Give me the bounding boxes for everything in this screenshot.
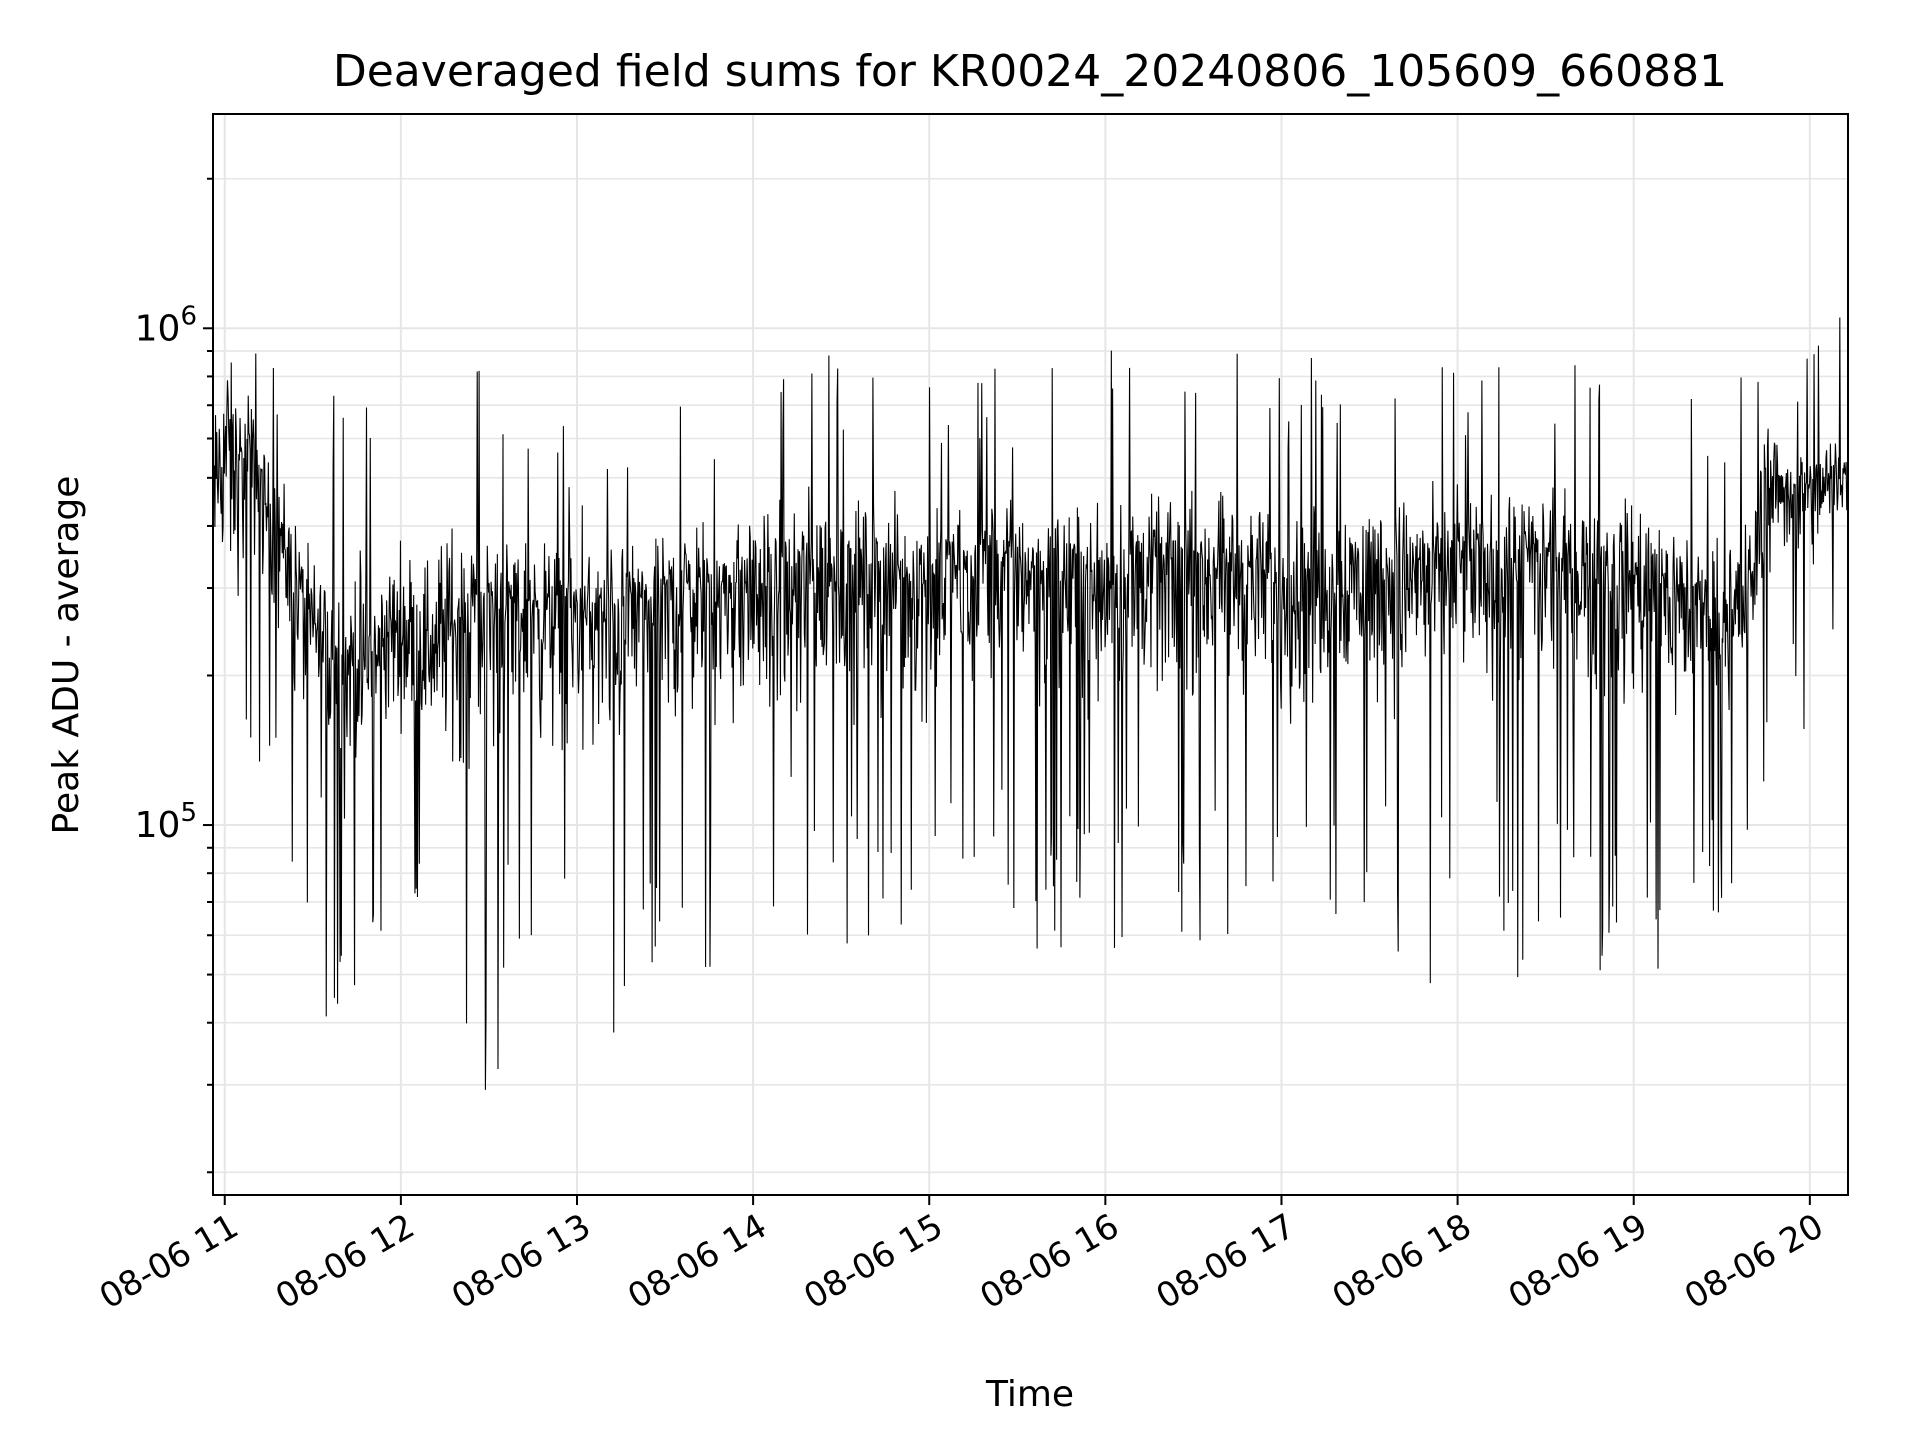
y-tick-exponent: 6 [180, 301, 197, 331]
y-axis-label: Peak ADU - average [46, 476, 87, 835]
y-tick-exponent: 5 [180, 798, 197, 828]
series-path [212, 317, 1849, 1090]
series-line [212, 317, 1849, 1090]
x-axis-label: Time [985, 1374, 1074, 1415]
plot-frame [212, 113, 1849, 1196]
chart-title: Deaveraged field sums for KR0024_2024080… [333, 46, 1727, 97]
